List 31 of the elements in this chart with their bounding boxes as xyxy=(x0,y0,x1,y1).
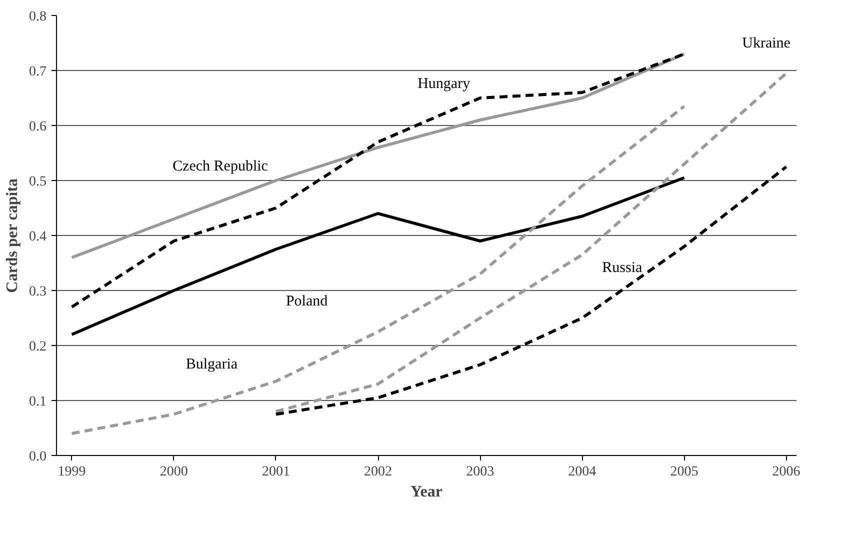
series-label: Hungary xyxy=(418,76,471,92)
y-tick-label: 0.5 xyxy=(29,174,46,190)
series-label: Bulgaria xyxy=(186,356,238,372)
y-tick-label: 0.1 xyxy=(29,394,46,410)
line-series xyxy=(274,72,788,413)
line-series xyxy=(70,104,686,435)
y-tick-label: 0.3 xyxy=(29,284,46,300)
y-tick-label: 0.2 xyxy=(29,340,46,354)
y-tick-label: 0.7 xyxy=(29,64,46,80)
y-axis-title: Cards per capita xyxy=(4,178,21,293)
x-tick-label: 2005 xyxy=(670,464,698,480)
line-series xyxy=(70,52,686,259)
x-tick-label: 1999 xyxy=(58,464,86,480)
series-label: Russia xyxy=(602,260,642,276)
x-tick-label: 2000 xyxy=(160,464,188,480)
series-label: Ukraine xyxy=(742,35,791,52)
series-label: Czech Republic xyxy=(172,158,268,174)
x-tick-label: 2006 xyxy=(772,464,800,480)
x-tick-label: 2004 xyxy=(568,464,596,480)
y-tick-label: 0.8 xyxy=(29,10,46,24)
x-axis-title: Year xyxy=(410,484,442,500)
y-tick-label: 0.4 xyxy=(29,230,46,244)
line-series xyxy=(274,165,788,416)
x-tick-label: 2002 xyxy=(364,464,392,480)
line-series xyxy=(70,176,686,336)
y-tick-label: 0.6 xyxy=(29,120,46,134)
text: Poland xyxy=(286,293,328,310)
x-tick-label: 2003 xyxy=(466,464,494,480)
line-series xyxy=(70,52,686,308)
y-tick-label: 0.0 xyxy=(29,450,46,464)
x-tick-label: 2001 xyxy=(262,464,290,480)
